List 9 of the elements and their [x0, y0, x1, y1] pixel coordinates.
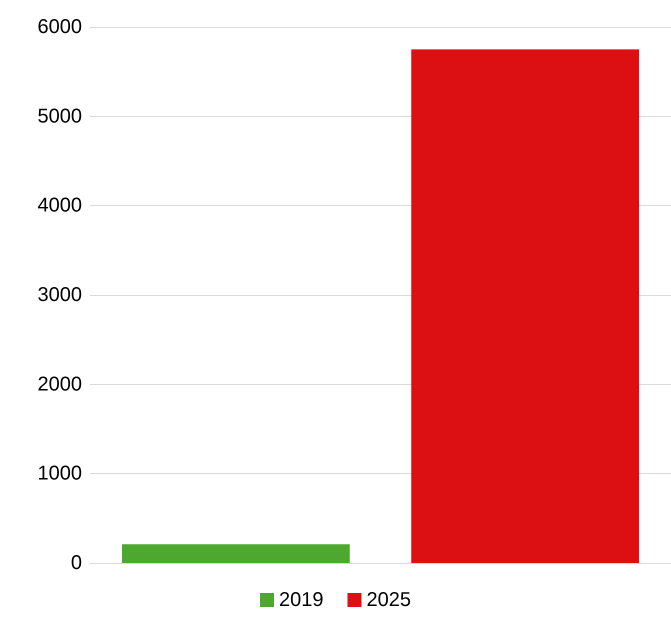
y-tick-label: 0: [70, 552, 82, 574]
y-tick-label: 1000: [38, 462, 82, 485]
y-tick-label: 6000: [38, 16, 82, 38]
legend-label: 2019: [279, 589, 324, 611]
y-tick-label: 3000: [38, 284, 82, 306]
y-tick-label: 2000: [38, 373, 82, 396]
y-tick-label: 4000: [38, 194, 82, 217]
legend-label: 2025: [366, 589, 411, 611]
y-tick-label: 5000: [38, 105, 82, 128]
